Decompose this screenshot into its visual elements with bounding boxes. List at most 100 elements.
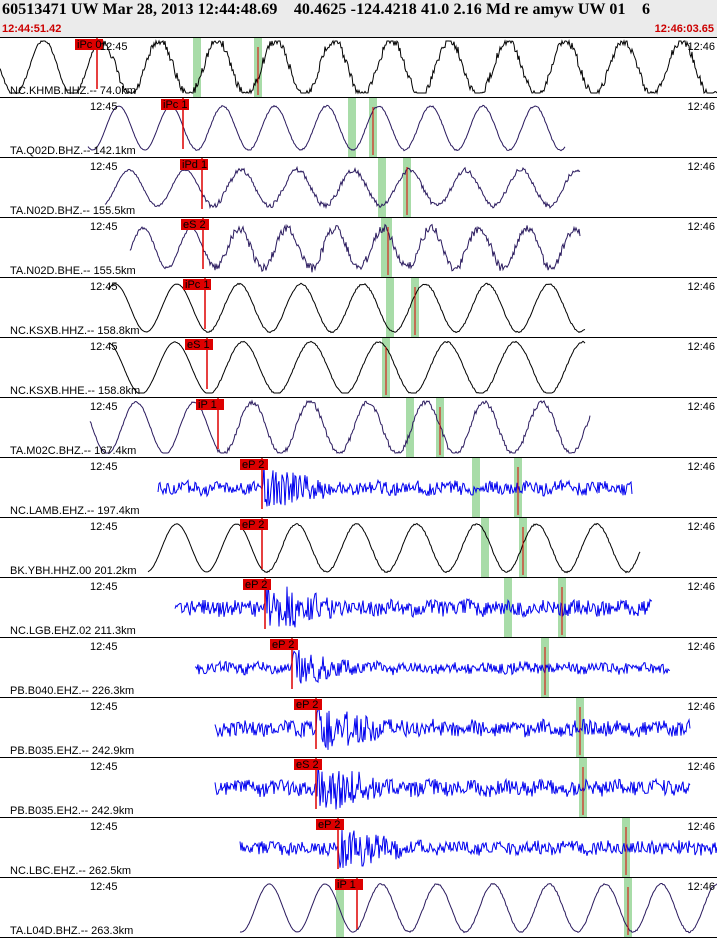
pick-label: eS 2: [296, 759, 319, 771]
seismogram-panel[interactable]: eS 2 12:45 12:46 TA.N02D.BHE.-- 155.5km: [0, 217, 717, 278]
pick-label-box[interactable]: [240, 459, 268, 470]
pick-label-box[interactable]: [316, 819, 344, 830]
pick-label: eS 2: [183, 219, 206, 231]
waveform-trace: [239, 882, 717, 934]
station-label: NC.KSXB.HHZ.-- 158.8km: [10, 325, 140, 337]
seismogram-panel[interactable]: iP 1 12:45 12:46 TA.L04D.BHZ.-- 263.3km: [0, 877, 717, 938]
waveform-trace: [174, 582, 653, 628]
event-header: 60513471 UW Mar 28, 2013 12:44:48.69 40.…: [0, 0, 717, 37]
pick-label-box[interactable]: [180, 159, 208, 170]
waveform-trace: [214, 706, 691, 750]
waveform-trace: [89, 399, 591, 455]
seismogram-panel[interactable]: iPd 1 12:45 12:46 TA.N02D.BHZ.-- 155.5km: [0, 157, 717, 218]
station-label: TA.N02D.BHE.-- 155.5km: [10, 265, 136, 277]
pick-label-box[interactable]: [294, 759, 322, 770]
seismogram-panel[interactable]: eP 2 12:45 12:46 NC.LGB.EHZ.02 211.3km: [0, 577, 717, 638]
pick-label: eP 2: [318, 819, 340, 831]
time-tick-left: 12:45: [90, 701, 118, 713]
seismogram-panel[interactable]: eP 2 12:45 12:46 NC.LBC.EHZ.-- 262.5km: [0, 817, 717, 878]
time-tick-right: 12:46: [687, 281, 715, 293]
time-tick-right: 12:46: [687, 401, 715, 413]
time-tick-left: 12:45: [90, 521, 118, 533]
station-label: NC.LBC.EHZ.-- 262.5km: [10, 865, 131, 877]
theoretical-arrival-marker: [336, 878, 344, 937]
pick-label-box[interactable]: [294, 699, 322, 710]
time-tick-right: 12:46: [687, 161, 715, 173]
waveform-trace: [194, 649, 671, 684]
pick-label: iPd 1: [182, 159, 207, 171]
seismogram-panel[interactable]: eS 1 12:45 12:46 NC.KSXB.HHE.-- 158.8km: [0, 337, 717, 398]
seismogram-panel[interactable]: iPc 1 12:45 12:46 TA.Q02D.BHZ.-- 142.1km: [0, 97, 717, 158]
time-tick-left: 12:45: [90, 101, 118, 113]
pick-label: eP 2: [272, 639, 294, 651]
station-label: TA.M02C.BHZ.-- 167.4km: [10, 445, 136, 457]
time-tick-left: 12:45: [90, 641, 118, 653]
pick-label-box[interactable]: [75, 39, 103, 50]
pick-label-box[interactable]: [161, 99, 189, 110]
station-label: NC.KSXB.HHE.-- 158.8km: [10, 385, 140, 397]
waveform-trace: [147, 522, 641, 574]
pick-label-box[interactable]: [240, 519, 268, 530]
station-label: BK.YBH.HHZ.00 201.2km: [10, 565, 137, 577]
theoretical-arrival-marker: [378, 158, 386, 217]
seismogram-panel[interactable]: eP 2 12:45 12:46 NC.LAMB.EHZ.-- 197.4km: [0, 457, 717, 518]
pick-label-box[interactable]: [335, 879, 363, 890]
time-tick-right: 12:46: [687, 641, 715, 653]
time-tick-right: 12:46: [687, 581, 715, 593]
end-time: 12:46:03.65: [654, 23, 714, 35]
time-tick-left: 12:45: [90, 761, 118, 773]
pick-label-box[interactable]: [185, 339, 213, 350]
station-label: TA.N02D.BHZ.-- 155.5km: [10, 205, 135, 217]
waveform-trace: [109, 340, 586, 394]
time-tick-left: 12:45: [90, 581, 118, 593]
station-label: PB.B040.EHZ.-- 226.3km: [10, 685, 134, 697]
time-tick-right: 12:46: [687, 881, 715, 893]
seismogram-panel[interactable]: eP 2 12:45 12:46 PB.B040.EHZ.-- 226.3km: [0, 637, 717, 698]
time-tick-right: 12:46: [687, 521, 715, 533]
pick-label: iPc 1: [163, 99, 187, 111]
pick-label: iP 1: [337, 879, 356, 891]
pick-label-box[interactable]: [270, 639, 298, 650]
seismogram-panel[interactable]: eS 2 12:45 12:46 PB.B035.EH2.-- 242.9km: [0, 757, 717, 818]
time-tick-left: 12:45: [90, 341, 118, 353]
time-tick-right: 12:46: [687, 701, 715, 713]
seismogram-panel[interactable]: iP 1 12:45 12:46 TA.M02C.BHZ.-- 167.4km: [0, 397, 717, 458]
seismogram-panel[interactable]: iPc 012:45 12:46 NC.KHMB.HHZ.-- 74.0km: [0, 37, 717, 98]
seismogram-panel[interactable]: iPc 1 12:45 12:46 NC.KSXB.HHZ.-- 158.8km: [0, 277, 717, 338]
pick-label-box[interactable]: [181, 219, 209, 230]
pick-label-box[interactable]: [183, 279, 211, 290]
theoretical-arrival-marker: [406, 398, 414, 457]
theoretical-arrival-marker: [193, 38, 201, 97]
theoretical-arrival-marker: [472, 458, 480, 517]
pick-label: eP 2: [242, 519, 264, 531]
waveform-trace: [0, 39, 717, 95]
time-tick-right: 12:46: [687, 221, 715, 233]
waveform-trace: [107, 282, 586, 334]
station-label: NC.KHMB.HHZ.-- 74.0km: [10, 85, 136, 97]
event-title: 60513471 UW Mar 28, 2013 12:44:48.69 40.…: [2, 1, 651, 18]
waveform-trace: [157, 463, 633, 507]
station-label: TA.L04D.BHZ.-- 263.3km: [10, 925, 133, 937]
pick-label-box[interactable]: [196, 399, 224, 410]
time-tick-right: 12:46: [687, 101, 715, 113]
theoretical-arrival-marker: [348, 98, 356, 157]
pick-label-box[interactable]: [243, 579, 271, 590]
pick-label: eP 2: [242, 459, 264, 471]
time-tick-left: 12:45: [90, 281, 118, 293]
waveform-trace: [129, 223, 581, 273]
seismogram-panel[interactable]: eP 2 12:45 12:46 PB.B035.EHZ.-- 242.9km: [0, 697, 717, 758]
waveform-trace: [214, 764, 691, 810]
time-tick-right: 12:46: [687, 821, 715, 833]
station-label: TA.Q02D.BHZ.-- 142.1km: [10, 145, 136, 157]
time-tick-left: 12:45: [90, 881, 118, 893]
station-label: NC.LAMB.EHZ.-- 197.4km: [10, 505, 140, 517]
time-tick-left: 12:45: [90, 161, 118, 173]
waveform-trace: [239, 829, 717, 868]
time-tick-left: 12:45: [90, 401, 118, 413]
seismogram-panel[interactable]: eP 2 12:45 12:46 BK.YBH.HHZ.00 201.2km: [0, 517, 717, 578]
station-label: NC.LGB.EHZ.02 211.3km: [10, 625, 136, 637]
time-tick-right: 12:46: [687, 41, 715, 53]
station-label: PB.B035.EH2.-- 242.9km: [10, 805, 134, 817]
theoretical-arrival-marker: [481, 518, 489, 577]
